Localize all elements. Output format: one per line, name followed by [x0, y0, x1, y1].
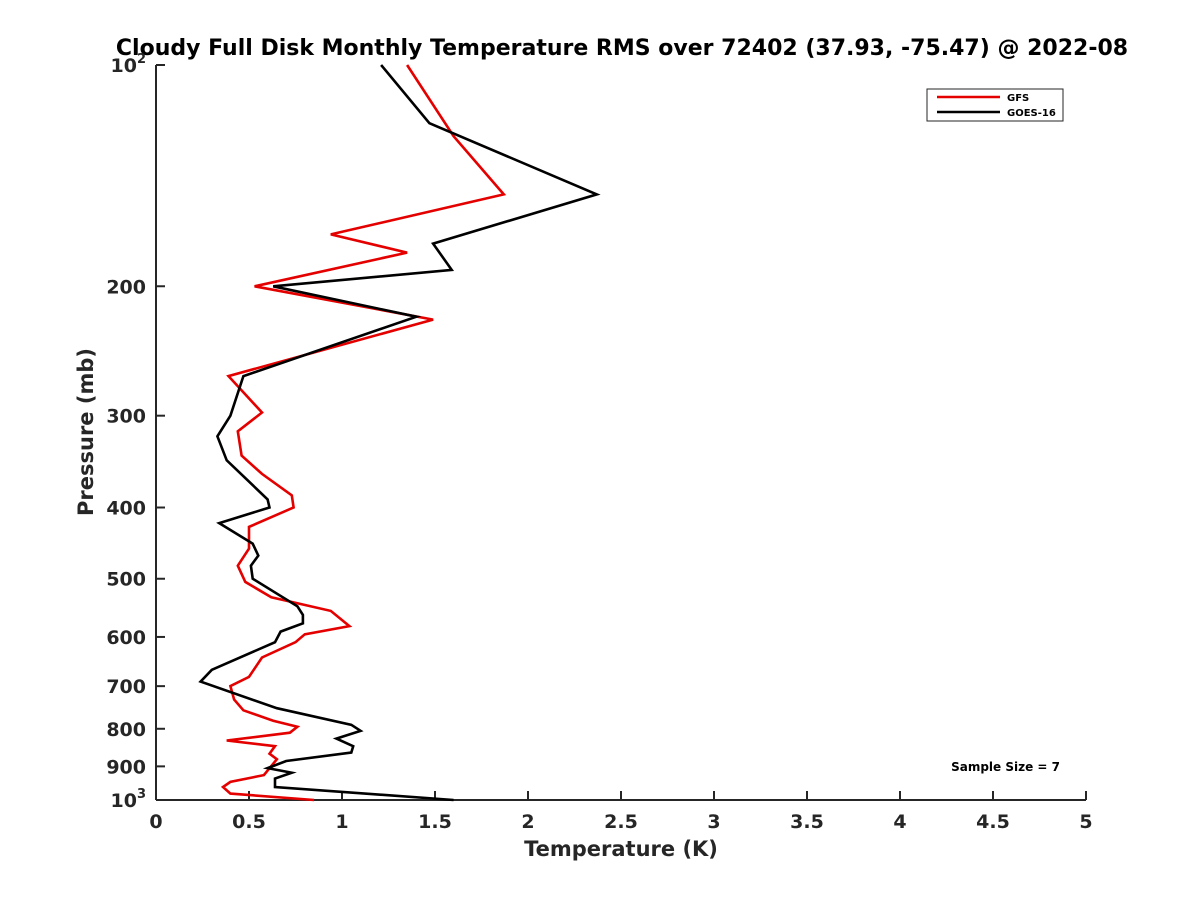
x-tick-label: 1 [335, 811, 348, 833]
x-tick-label: 2.5 [604, 811, 638, 833]
y-tick-label: 102 [111, 52, 147, 77]
plot-area [156, 65, 1086, 800]
x-tick-label: 3 [707, 811, 720, 833]
x-tick-label: 4 [893, 811, 906, 833]
x-tick-label: 2 [521, 811, 534, 833]
legend-label-gfs: GFS [1007, 93, 1029, 104]
x-tick-label: 3.5 [790, 811, 824, 833]
x-tick-label: 0 [149, 811, 162, 833]
legend-box [926, 88, 1064, 122]
x-axis-label: Temperature (K) [524, 837, 718, 861]
y-tick-label: 900 [106, 756, 146, 778]
x-tick-label: 0.5 [232, 811, 266, 833]
series-line-gfs [220, 64, 507, 802]
x-tick-label: 4.5 [976, 811, 1010, 833]
x-tick-label: 5 [1079, 811, 1092, 833]
series-group [198, 64, 601, 802]
y-tick-label: 300 [106, 406, 146, 428]
y-ticks: 102 200 300 400 500 600 700 800 900 103 [106, 52, 165, 812]
y-tick-label: 200 [106, 276, 146, 298]
legend: GFS GOES-16 [926, 88, 1064, 122]
x-tick-label: 1.5 [418, 811, 452, 833]
y-tick-label: 400 [106, 498, 146, 520]
y-tick-label: 103 [111, 787, 147, 812]
sample-size-annotation: Sample Size = 7 [951, 760, 1060, 774]
legend-label-goes16: GOES-16 [1007, 108, 1056, 119]
x-ticks: 0 0.5 1 1.5 2 2.5 3 3.5 4 4.5 5 [149, 791, 1093, 833]
series-line-goes16 [198, 64, 601, 802]
y-tick-label: 700 [106, 676, 146, 698]
y-tick-label: 800 [106, 719, 146, 741]
y-tick-label: 600 [106, 627, 146, 649]
chart-title: Cloudy Full Disk Monthly Temperature RMS… [116, 36, 1128, 61]
y-axis-label: Pressure (mb) [74, 348, 98, 516]
y-tick-label: 500 [106, 569, 146, 591]
